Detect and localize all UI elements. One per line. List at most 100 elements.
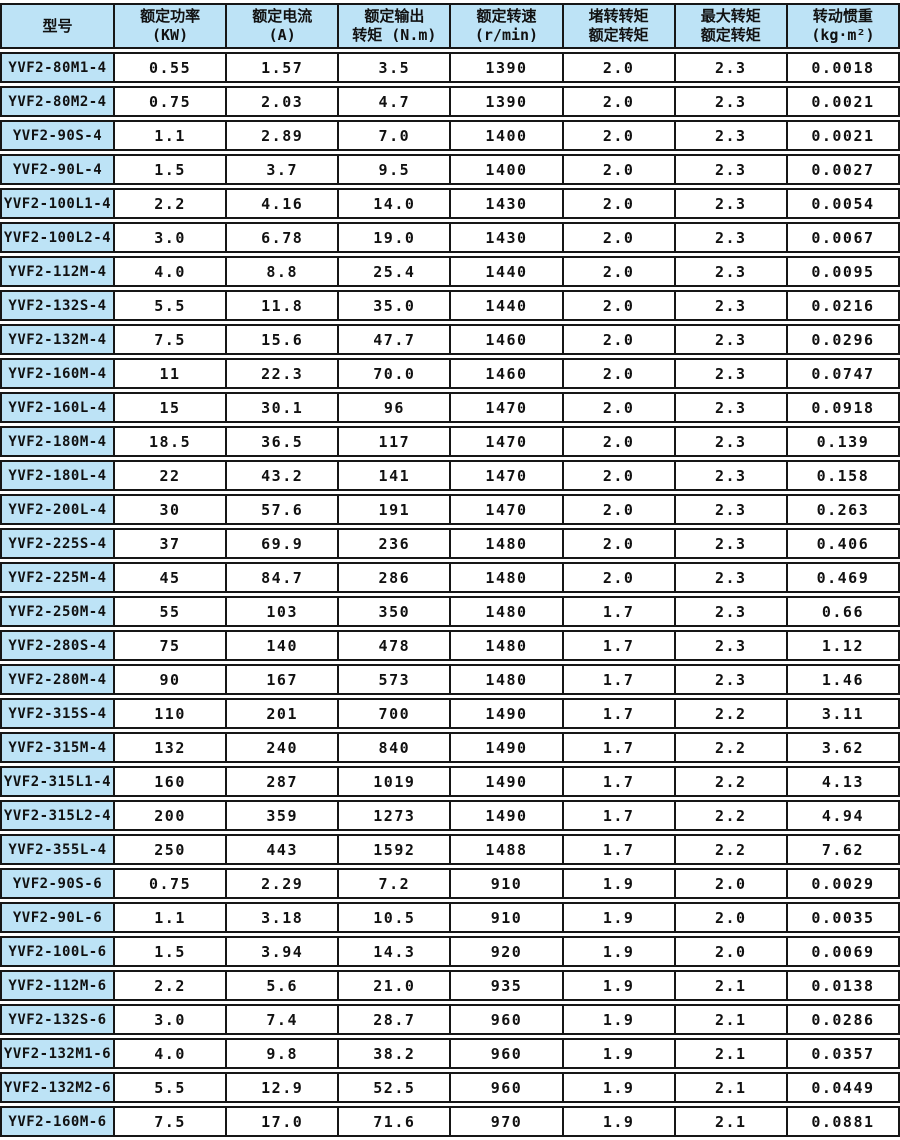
- value-cell: 1.9: [563, 1106, 676, 1137]
- model-cell: YVF2-90S-4: [0, 120, 115, 151]
- value-cell: 0.0027: [787, 154, 900, 185]
- table-row: YVF2-132S-4 5.5 11.8 35.0 1440 2.0 2.3 0.0216: [0, 290, 900, 321]
- value-cell: 1460: [451, 324, 564, 355]
- header-label: 转动惯重: [812, 7, 873, 25]
- col-header-max-torque-ratio: 最大转矩 额定转矩: [675, 3, 788, 49]
- value-cell: 110: [115, 698, 228, 729]
- value-cell: 2.3: [675, 528, 788, 559]
- model-cell: YVF2-280S-4: [0, 630, 115, 661]
- header-label: 型号: [42, 16, 73, 35]
- model-cell: YVF2-355L-4: [0, 834, 115, 865]
- value-cell: 1480: [451, 562, 564, 593]
- value-cell: 69.9: [227, 528, 340, 559]
- value-cell: 0.139: [787, 426, 900, 457]
- value-cell: 250: [115, 834, 228, 865]
- table-row: YVF2-100L-6 1.5 3.94 14.3 920 1.9 2.0 0.0069: [0, 936, 900, 967]
- value-cell: 2.3: [675, 630, 788, 661]
- header-label: 堵转转矩: [588, 7, 649, 25]
- value-cell: 7.5: [115, 1106, 228, 1137]
- value-cell: 4.0: [115, 1038, 228, 1069]
- value-cell: 12.9: [227, 1072, 340, 1103]
- value-cell: 960: [451, 1038, 564, 1069]
- value-cell: 3.11: [787, 698, 900, 729]
- value-cell: 70.0: [339, 358, 452, 389]
- value-cell: 14.3: [339, 936, 452, 967]
- header-sublabel: 转矩 (N.m): [352, 26, 437, 44]
- table-row: YVF2-315L1-4 160 287 1019 1490 1.7 2.2 4.13: [0, 766, 900, 797]
- value-cell: 15.6: [227, 324, 340, 355]
- value-cell: 7.4: [227, 1004, 340, 1035]
- model-cell: YVF2-132S-6: [0, 1004, 115, 1035]
- value-cell: 11: [115, 358, 228, 389]
- value-cell: 2.3: [675, 222, 788, 253]
- value-cell: 1470: [451, 426, 564, 457]
- value-cell: 36.5: [227, 426, 340, 457]
- value-cell: 287: [227, 766, 340, 797]
- table-row: YVF2-160L-4 15 30.1 96 1470 2.0 2.3 0.0918: [0, 392, 900, 423]
- value-cell: 1440: [451, 256, 564, 287]
- value-cell: 1.1: [115, 120, 228, 151]
- value-cell: 201: [227, 698, 340, 729]
- table-row: YVF2-90S-4 1.1 2.89 7.0 1400 2.0 2.3 0.0021: [0, 120, 900, 151]
- model-cell: YVF2-160M-4: [0, 358, 115, 389]
- value-cell: 0.158: [787, 460, 900, 491]
- value-cell: 1488: [451, 834, 564, 865]
- table-row: YVF2-315M-4 132 240 840 1490 1.7 2.2 3.62: [0, 732, 900, 763]
- value-cell: 55: [115, 596, 228, 627]
- value-cell: 7.0: [339, 120, 452, 151]
- value-cell: 10.5: [339, 902, 452, 933]
- model-cell: YVF2-225S-4: [0, 528, 115, 559]
- value-cell: 0.0095: [787, 256, 900, 287]
- value-cell: 2.3: [675, 52, 788, 83]
- value-cell: 0.55: [115, 52, 228, 83]
- model-cell: YVF2-315L1-4: [0, 766, 115, 797]
- value-cell: 2.3: [675, 562, 788, 593]
- value-cell: 3.94: [227, 936, 340, 967]
- value-cell: 3.18: [227, 902, 340, 933]
- value-cell: 1480: [451, 528, 564, 559]
- col-header-rated-speed: 额定转速 (r/min): [451, 3, 564, 49]
- value-cell: 7.2: [339, 868, 452, 899]
- value-cell: 2.2: [115, 188, 228, 219]
- value-cell: 240: [227, 732, 340, 763]
- value-cell: 1400: [451, 154, 564, 185]
- value-cell: 1.7: [563, 800, 676, 831]
- value-cell: 35.0: [339, 290, 452, 321]
- value-cell: 1470: [451, 392, 564, 423]
- model-cell: YVF2-112M-6: [0, 970, 115, 1001]
- model-cell: YVF2-160M-6: [0, 1106, 115, 1137]
- value-cell: 2.1: [675, 1038, 788, 1069]
- value-cell: 84.7: [227, 562, 340, 593]
- value-cell: 22: [115, 460, 228, 491]
- value-cell: 0.0029: [787, 868, 900, 899]
- value-cell: 71.6: [339, 1106, 452, 1137]
- value-cell: 2.3: [675, 664, 788, 695]
- header-label: 额定转速: [476, 7, 537, 25]
- value-cell: 15: [115, 392, 228, 423]
- col-header-rated-power: 额定功率 (KW): [115, 3, 228, 49]
- value-cell: 2.89: [227, 120, 340, 151]
- header-sublabel: 额定转矩: [700, 26, 761, 44]
- value-cell: 2.1: [675, 1072, 788, 1103]
- value-cell: 2.2: [675, 834, 788, 865]
- value-cell: 2.03: [227, 86, 340, 117]
- value-cell: 0.0286: [787, 1004, 900, 1035]
- value-cell: 1.7: [563, 630, 676, 661]
- model-cell: YVF2-90L-4: [0, 154, 115, 185]
- table-row: YVF2-90L-4 1.5 3.7 9.5 1400 2.0 2.3 0.0027: [0, 154, 900, 185]
- value-cell: 1.9: [563, 1072, 676, 1103]
- model-cell: YVF2-200L-4: [0, 494, 115, 525]
- value-cell: 9.8: [227, 1038, 340, 1069]
- value-cell: 17.0: [227, 1106, 340, 1137]
- value-cell: 47.7: [339, 324, 452, 355]
- value-cell: 0.0021: [787, 86, 900, 117]
- value-cell: 0.0021: [787, 120, 900, 151]
- value-cell: 840: [339, 732, 452, 763]
- value-cell: 2.3: [675, 324, 788, 355]
- value-cell: 0.0357: [787, 1038, 900, 1069]
- model-cell: YVF2-132S-4: [0, 290, 115, 321]
- value-cell: 1592: [339, 834, 452, 865]
- value-cell: 30: [115, 494, 228, 525]
- value-cell: 2.2: [675, 732, 788, 763]
